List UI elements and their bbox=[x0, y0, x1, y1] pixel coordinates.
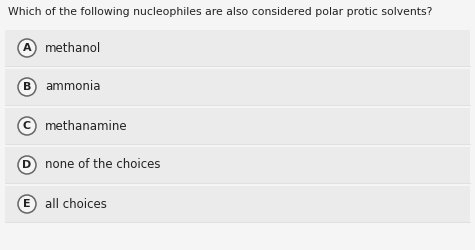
FancyBboxPatch shape bbox=[5, 186, 470, 222]
Circle shape bbox=[18, 195, 36, 213]
Text: Which of the following nucleophiles are also considered polar protic solvents?: Which of the following nucleophiles are … bbox=[8, 7, 432, 17]
Text: D: D bbox=[22, 160, 32, 170]
Text: ammonia: ammonia bbox=[45, 80, 101, 94]
Text: C: C bbox=[23, 121, 31, 131]
FancyBboxPatch shape bbox=[5, 30, 470, 66]
Text: methanamine: methanamine bbox=[45, 120, 128, 132]
Text: none of the choices: none of the choices bbox=[45, 158, 161, 172]
Circle shape bbox=[18, 117, 36, 135]
Text: E: E bbox=[23, 199, 31, 209]
FancyBboxPatch shape bbox=[5, 69, 470, 105]
FancyBboxPatch shape bbox=[5, 147, 470, 183]
Circle shape bbox=[18, 39, 36, 57]
FancyBboxPatch shape bbox=[5, 108, 470, 144]
Text: methanol: methanol bbox=[45, 42, 101, 54]
Text: A: A bbox=[23, 43, 31, 53]
Text: B: B bbox=[23, 82, 31, 92]
Circle shape bbox=[18, 156, 36, 174]
Circle shape bbox=[18, 78, 36, 96]
Text: all choices: all choices bbox=[45, 198, 107, 210]
